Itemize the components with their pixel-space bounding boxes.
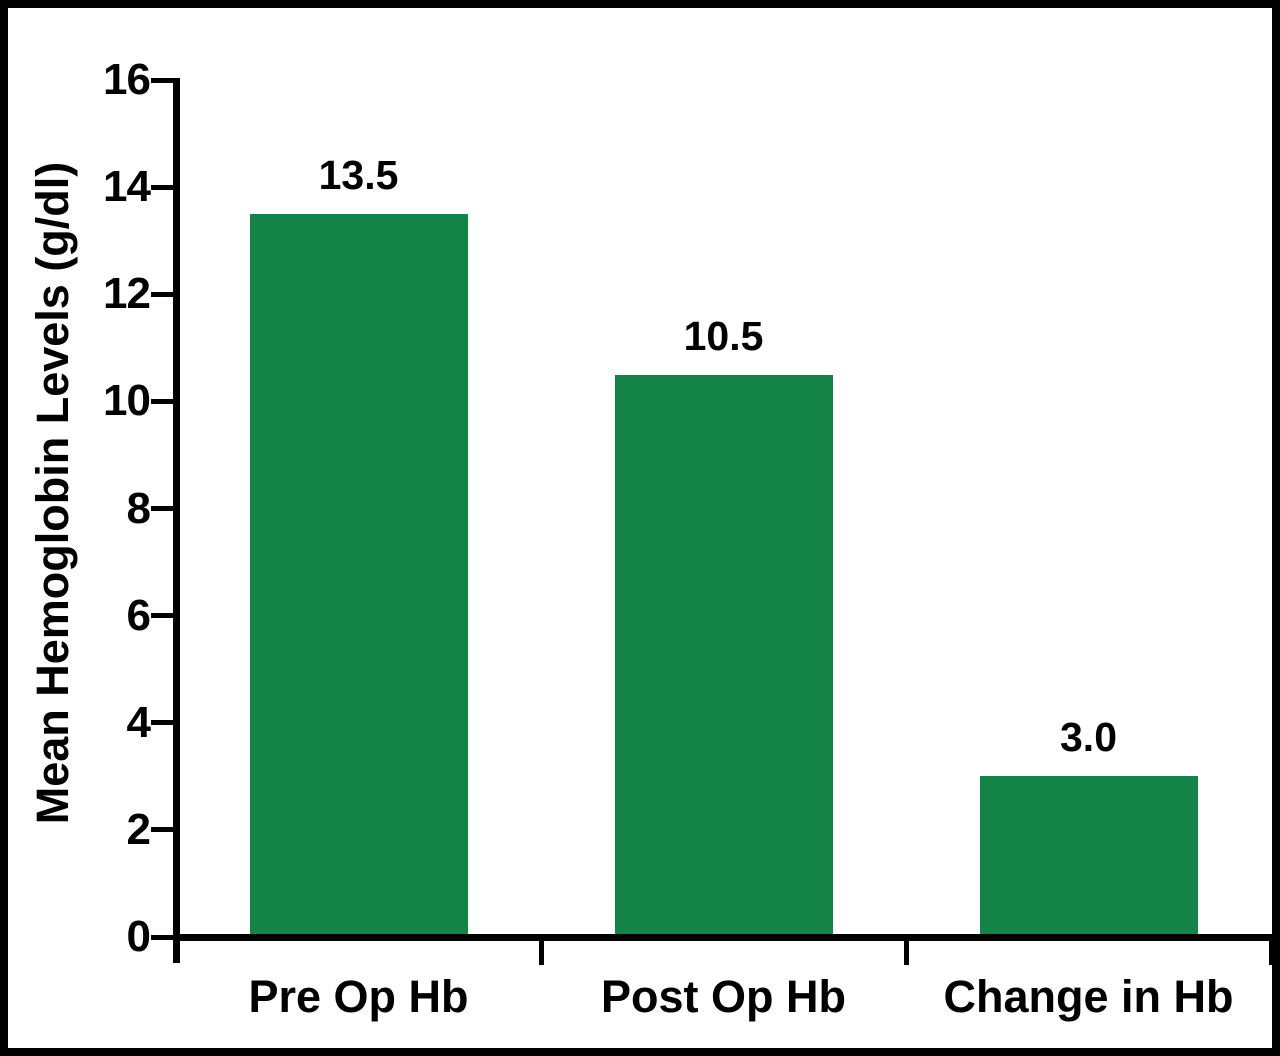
y-axis-tick: [150, 184, 173, 190]
x-axis-tick: [903, 940, 909, 965]
x-category-label: Pre Op Hb: [248, 971, 469, 1022]
bar: [614, 374, 833, 937]
y-axis-title: Mean Hemoglobin Levels (g/dl): [27, 161, 78, 825]
y-axis-tick: [150, 827, 173, 833]
x-axis-tick: [1268, 940, 1272, 965]
bar-value-label: 10.5: [683, 312, 764, 359]
x-axis-tick: [538, 940, 544, 965]
chart-plot-area: 13.5 10.5 3.0 0 2 4 6 8 10 12 14 16 Pre Op Hb Post Op…: [8, 8, 1272, 1048]
y-axis-tick: [150, 506, 173, 511]
y-axis-tick: [150, 398, 173, 404]
x-category-label: Post Op Hb: [601, 971, 846, 1022]
bar: [249, 213, 468, 937]
y-axis-tick-label: 14: [103, 162, 151, 212]
y-axis-line: [172, 77, 180, 963]
y-axis-tick: [150, 934, 173, 940]
y-axis-tick-label: 12: [103, 269, 151, 319]
y-axis-tick-label: 2: [126, 804, 151, 854]
bar-value-label: 13.5: [318, 151, 399, 198]
y-axis-tick-label: 16: [103, 55, 151, 104]
y-axis-tick-label: 10: [103, 376, 151, 426]
y-axis-tick: [150, 77, 173, 83]
y-axis-tick: [150, 720, 173, 726]
bar: [979, 776, 1198, 937]
y-axis-tick: [150, 291, 173, 297]
y-axis-tick-label: 8: [126, 483, 151, 533]
x-category-label: Change in Hb: [943, 971, 1234, 1022]
y-axis-tick-label: 0: [126, 912, 151, 961]
bar-value-label: 3.0: [1060, 714, 1117, 761]
x-axis-line: [172, 933, 1272, 941]
y-axis-tick-label: 6: [126, 590, 151, 640]
y-axis-tick: [150, 613, 173, 619]
y-axis-tick-label: 4: [126, 697, 151, 747]
